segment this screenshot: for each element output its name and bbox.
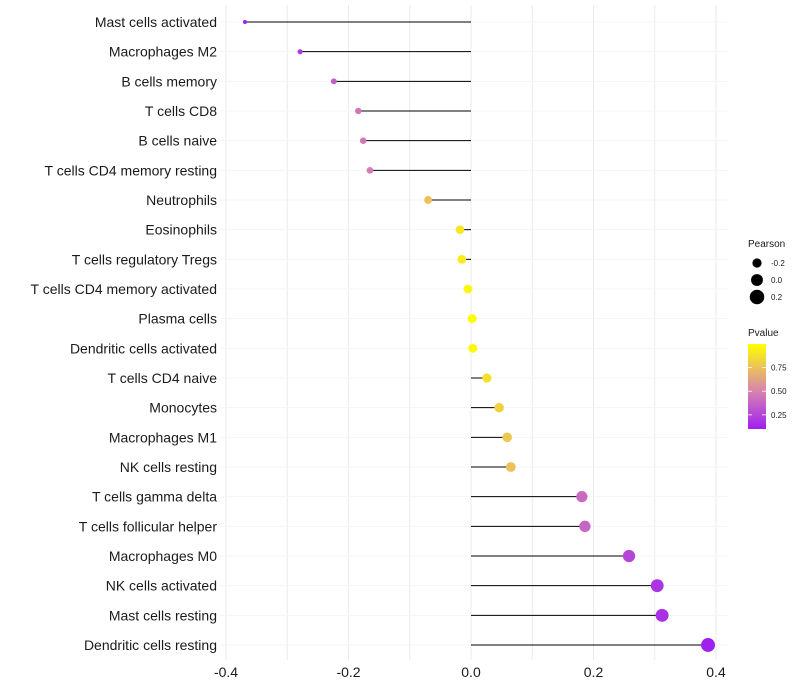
y-tick-label: T cells regulatory Tregs (72, 251, 217, 267)
y-tick-label: Plasma cells (138, 311, 217, 327)
legend-color-title: Pvalue (748, 328, 779, 339)
lollipop-point (579, 520, 591, 532)
legend-size-point (751, 274, 763, 286)
x-tick-label: -0.4 (214, 664, 238, 680)
y-tick-label: T cells CD4 naive (108, 370, 218, 386)
legend-size-label: -0.2 (771, 259, 785, 268)
legend-color-label: 0.25 (771, 411, 787, 420)
lollipop-point (482, 373, 492, 383)
lollipop-point (655, 608, 669, 622)
lollipop-point (455, 225, 465, 234)
y-tick-label: B cells memory (121, 73, 217, 89)
x-tick-label: 0.0 (461, 664, 481, 680)
legend-color-label: 0.75 (771, 364, 787, 373)
legend-size-point (749, 289, 765, 305)
legend-size-point (752, 258, 762, 268)
lollipop-point (576, 491, 588, 503)
y-tick-label: NK cells resting (120, 459, 217, 475)
y-tick-label: B cells naive (138, 133, 217, 149)
y-tick-label: T cells gamma delta (92, 489, 217, 505)
lollipop-point (359, 137, 367, 144)
y-tick-label: Neutrophils (146, 192, 217, 208)
lollipop-point (467, 314, 477, 324)
y-tick-label: Monocytes (149, 400, 217, 416)
y-tick-label: Dendritic cells resting (84, 637, 217, 653)
lollipop-point (366, 166, 374, 174)
y-tick-label: T cells CD4 memory resting (45, 162, 217, 178)
lollipop-point (242, 19, 247, 25)
lollipop-point (355, 107, 362, 115)
lollipop-point (330, 78, 337, 85)
y-tick-label: T cells CD4 memory activated (31, 281, 217, 297)
y-tick-label: T cells CD8 (145, 103, 217, 119)
lollipop-point (468, 343, 478, 353)
y-tick-label: Mast cells resting (109, 607, 217, 623)
y-tick-label: Macrophages M0 (109, 548, 217, 564)
y-tick-label: Eosinophils (145, 222, 217, 238)
lollipop-point (650, 579, 664, 593)
legend-size-title: Pearson (748, 239, 785, 250)
x-tick-label: 0.2 (584, 664, 604, 680)
lollipop-point (494, 402, 504, 413)
lollipop-point (622, 549, 636, 563)
lollipop-point (701, 638, 716, 652)
legend-size-label: 0.0 (771, 276, 783, 285)
y-tick-label: Macrophages M2 (109, 44, 217, 60)
x-tick-label: 0.4 (706, 664, 726, 680)
lollipop-point (297, 49, 303, 55)
y-tick-label: Dendritic cells activated (70, 340, 217, 356)
legend-color-label: 0.50 (771, 387, 787, 396)
y-tick-label: NK cells activated (106, 578, 217, 594)
y-tick-label: Mast cells activated (95, 14, 217, 30)
y-tick-label: T cells follicular helper (79, 518, 218, 534)
lollipop-point (457, 254, 467, 264)
legend-size-label: 0.2 (771, 293, 783, 302)
lollipop-point (505, 462, 516, 472)
y-tick-label: Macrophages M1 (109, 429, 217, 445)
lollipop-point (463, 284, 473, 294)
lollipop-point (424, 196, 433, 204)
x-tick-label: -0.2 (336, 664, 360, 680)
lollipop-point (502, 432, 512, 443)
legend-colorbar (748, 344, 766, 429)
